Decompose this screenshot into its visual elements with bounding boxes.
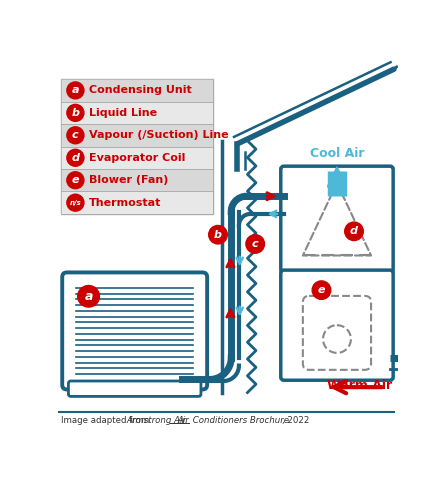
- Bar: [61, 146, 213, 169]
- Text: n/s: n/s: [69, 200, 81, 206]
- Circle shape: [312, 281, 331, 300]
- FancyBboxPatch shape: [281, 270, 393, 380]
- Text: d: d: [72, 153, 80, 163]
- Text: Vapour (/Suction) Line: Vapour (/Suction) Line: [89, 130, 229, 140]
- Bar: [61, 169, 213, 192]
- Text: Armstrong Air: Armstrong Air: [126, 416, 189, 425]
- Circle shape: [78, 286, 99, 307]
- Text: Condensing Unit: Condensing Unit: [89, 85, 192, 96]
- Circle shape: [67, 127, 84, 144]
- Text: Liquid Line: Liquid Line: [89, 108, 157, 118]
- Circle shape: [67, 104, 84, 121]
- Text: c: c: [72, 130, 79, 140]
- Bar: [61, 146, 213, 169]
- Circle shape: [67, 82, 84, 99]
- Circle shape: [209, 226, 227, 244]
- Circle shape: [246, 235, 264, 253]
- Text: a: a: [84, 290, 93, 303]
- Text: Warm Air: Warm Air: [327, 380, 392, 393]
- Bar: [61, 79, 213, 214]
- Text: b: b: [72, 108, 80, 118]
- Text: b: b: [214, 230, 222, 240]
- FancyBboxPatch shape: [62, 273, 207, 389]
- Text: , 2022: , 2022: [282, 416, 310, 425]
- Text: Image adapted from: Image adapted from: [61, 416, 152, 425]
- Text: Air: Air: [178, 416, 190, 425]
- Bar: [61, 124, 213, 146]
- Text: Conditioners Brochure: Conditioners Brochure: [190, 416, 289, 425]
- Bar: [61, 79, 213, 102]
- Text: Thermostat: Thermostat: [89, 198, 162, 208]
- Text: a: a: [72, 85, 79, 96]
- Bar: [61, 102, 213, 124]
- Circle shape: [67, 194, 84, 211]
- Bar: [61, 79, 213, 102]
- Text: e: e: [72, 175, 79, 185]
- Circle shape: [67, 149, 84, 166]
- Text: c: c: [252, 239, 259, 249]
- Bar: [61, 102, 213, 124]
- Text: Cool Air: Cool Air: [310, 147, 364, 160]
- Text: e: e: [318, 285, 325, 295]
- Text: d: d: [350, 226, 358, 236]
- Text: Blower (Fan): Blower (Fan): [89, 175, 169, 185]
- Bar: [61, 192, 213, 214]
- Bar: [61, 124, 213, 146]
- FancyBboxPatch shape: [281, 166, 393, 273]
- Circle shape: [67, 172, 84, 189]
- Circle shape: [345, 222, 363, 240]
- Text: Evaporator Coil: Evaporator Coil: [89, 153, 186, 163]
- Bar: [61, 169, 213, 192]
- FancyBboxPatch shape: [69, 381, 201, 396]
- Bar: [61, 192, 213, 214]
